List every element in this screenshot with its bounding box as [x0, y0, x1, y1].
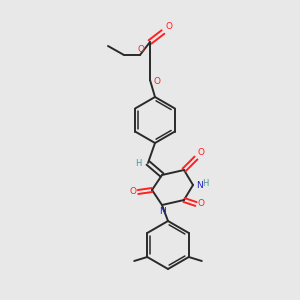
- Text: O: O: [165, 22, 172, 31]
- Text: O: O: [137, 45, 145, 54]
- Text: O: O: [129, 188, 136, 196]
- Text: O: O: [154, 76, 161, 85]
- Text: N: N: [159, 207, 165, 216]
- Text: O: O: [198, 148, 205, 157]
- Text: O: O: [198, 200, 205, 208]
- Text: N: N: [196, 181, 203, 190]
- Text: H: H: [136, 160, 142, 169]
- Text: H: H: [202, 179, 208, 188]
